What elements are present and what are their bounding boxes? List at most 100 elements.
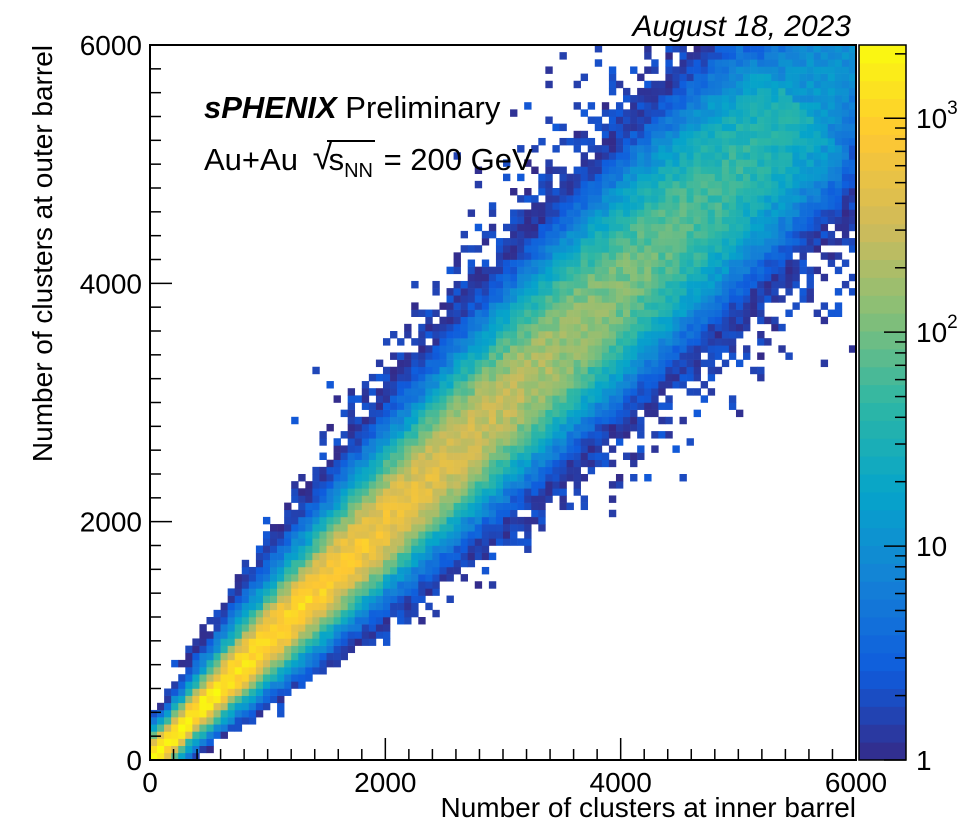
heatmap-cell [467,288,476,296]
heatmap-cell [799,109,807,117]
heatmap-cell [220,731,228,739]
heatmap-cell [305,581,313,589]
heatmap-cell [453,459,461,468]
heatmap-cell [630,152,638,160]
heatmap-cell [700,381,709,389]
heatmap-cell [658,309,666,317]
heatmap-cell [813,52,821,60]
heatmap-cell [411,466,419,475]
heatmap-cell [623,273,631,282]
heatmap-cell [785,245,793,253]
heatmap-cell [580,438,589,446]
heatmap-cell [608,87,617,96]
heatmap-cell [559,309,567,317]
heatmap-cell [312,638,320,646]
heatmap-cell [213,659,221,668]
heatmap-cell [806,45,814,53]
heatmap-cell [608,195,617,203]
heatmap-cell [679,80,687,89]
heatmap-cell [298,574,306,582]
heatmap-cell [771,209,779,217]
heatmap-cell [495,245,504,253]
heatmap-cell [750,366,758,375]
heatmap-cell [284,609,292,618]
heatmap-cell [721,216,730,225]
heatmap-cell [799,45,807,53]
heatmap-cell [644,202,652,210]
heatmap-cell [651,116,659,124]
heatmap-cell [693,52,701,60]
heatmap-cell [291,574,299,582]
heatmap-cell [291,667,299,675]
heatmap-cell [432,431,440,439]
heatmap-cell [418,338,426,346]
heatmap-cell [354,524,363,532]
heatmap-cell [665,223,673,232]
heatmap-cell [538,359,546,368]
heatmap-cell [185,681,193,689]
heatmap-cell [340,631,348,639]
heatmap-cell [785,52,793,60]
heatmap-cell [587,359,596,368]
heatmap-cell [644,145,652,153]
heatmap-cell [453,352,461,360]
heatmap-cell [375,388,384,396]
heatmap-cell [651,137,659,146]
heatmap-cell [418,388,426,396]
heatmap-cell [446,309,454,317]
heatmap-cell [644,102,652,110]
heatmap-cell [764,109,772,117]
heatmap-cell [397,423,405,432]
heatmap-cell [686,359,694,368]
heatmap-cell [608,259,617,267]
heatmap-cell [538,452,546,460]
heatmap-cell [481,431,490,439]
heatmap-cell [368,638,377,646]
heatmap-cell [615,345,624,353]
heatmap-cell [764,245,772,253]
heatmap-cell [721,116,730,124]
heatmap-cell [404,588,412,596]
heatmap-cell [531,409,539,418]
heatmap-cell [347,531,356,539]
heatmap-cell [312,559,320,568]
heatmap-cell [439,502,447,511]
colorbar-band [859,188,906,207]
heatmap-cell [517,524,525,532]
heatmap-cell [326,381,334,389]
heatmap-cell [192,702,200,711]
heatmap-cell [220,659,228,668]
heatmap-cell [375,474,384,482]
heatmap-cell [432,609,440,618]
heatmap-cell [418,438,426,446]
heatmap-cell [700,102,709,110]
heatmap-cell [298,474,306,482]
heatmap-cell [827,80,836,89]
heatmap-cell [686,266,694,275]
heatmap-cell [792,166,800,174]
heatmap-cell [517,445,525,453]
heatmap-cell [559,230,567,239]
heatmap-cell [503,159,511,167]
heatmap-cell [545,423,553,432]
heatmap-cell [601,130,610,139]
heatmap-cell [728,252,737,260]
heatmap-cell [220,702,228,711]
heatmap-cell [390,516,398,525]
heatmap-cell [361,624,370,632]
heatmap-cell [665,316,673,325]
heatmap-cell [679,116,687,124]
heatmap-cell [305,638,313,646]
heatmap-cell [333,531,341,539]
heatmap-cell [262,588,271,596]
heatmap-cell [531,259,539,267]
heatmap-cell [601,295,610,303]
heatmap-cell [439,495,447,503]
heatmap-cell [714,223,723,232]
heatmap-cell [453,316,461,325]
heatmap-cell [587,423,596,432]
colorbar-tick-label: 102 [916,312,958,348]
heatmap-cell [277,588,285,596]
heatmap-cell [270,559,278,568]
heatmap-cell [298,495,306,503]
